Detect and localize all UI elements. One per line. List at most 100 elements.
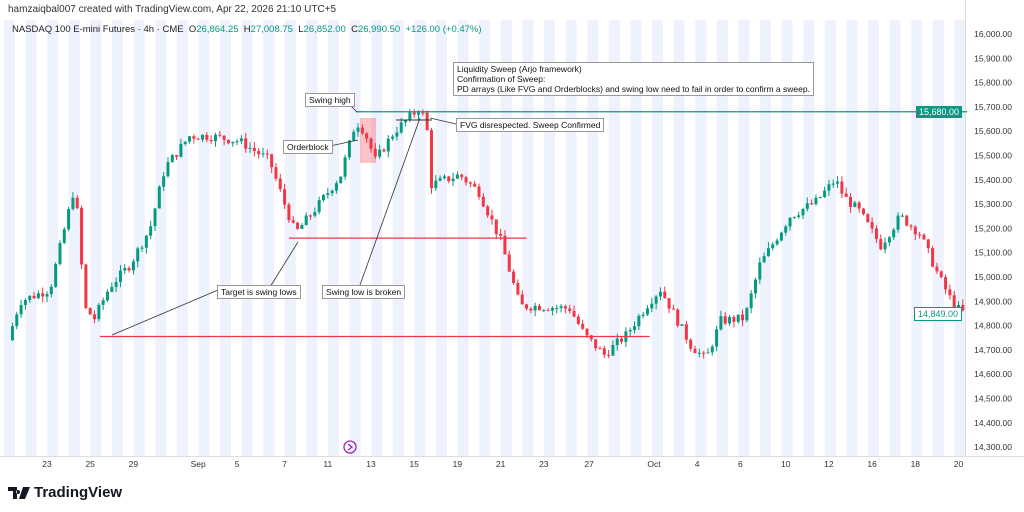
level-price-label: 15,680.00 bbox=[915, 106, 962, 118]
candle-body bbox=[607, 354, 611, 356]
session-band bbox=[954, 20, 966, 456]
y-tick-label: 14,700.00 bbox=[974, 345, 1012, 355]
candle-body bbox=[330, 190, 334, 194]
session-band bbox=[155, 20, 167, 456]
swing-low-broken-label[interactable]: Swing low is broken bbox=[322, 285, 406, 299]
candle-body bbox=[805, 203, 809, 209]
candle-body bbox=[326, 193, 330, 196]
x-tick-label: 16 bbox=[867, 459, 877, 469]
candle-body bbox=[67, 209, 71, 230]
candle-body bbox=[41, 293, 45, 297]
high-value: 27,008.75 bbox=[250, 24, 293, 35]
candle-body bbox=[827, 184, 831, 191]
y-tick-label: 15,700.00 bbox=[974, 102, 1012, 112]
candle-body bbox=[909, 225, 913, 227]
candle-body bbox=[546, 309, 550, 311]
note-line: Confirmation of Sweep: bbox=[457, 74, 546, 84]
candle-body bbox=[913, 226, 917, 235]
candle-body bbox=[926, 239, 930, 249]
session-band bbox=[587, 20, 599, 456]
candle-body bbox=[317, 200, 321, 212]
candle-body bbox=[542, 309, 546, 311]
candle-body bbox=[175, 155, 179, 157]
candle-body bbox=[412, 112, 416, 115]
candle-body bbox=[162, 176, 166, 187]
liquidity-sweep-note[interactable]: Liquidity Sweep (Arjo framework) Confirm… bbox=[453, 62, 814, 96]
session-band bbox=[824, 20, 836, 456]
candle-body bbox=[105, 291, 109, 301]
candle-body bbox=[948, 289, 952, 296]
candle-body bbox=[490, 215, 494, 220]
candle-body bbox=[581, 323, 585, 329]
candle-body bbox=[179, 143, 183, 157]
candle-body bbox=[771, 244, 775, 249]
candle-body bbox=[248, 147, 252, 149]
session-band bbox=[673, 20, 685, 456]
target-label[interactable]: Target is swing lows bbox=[217, 285, 301, 299]
candle-body bbox=[231, 141, 235, 144]
candle-body bbox=[45, 294, 49, 297]
candle-body bbox=[810, 203, 814, 205]
session-band bbox=[738, 20, 750, 456]
candle-body bbox=[10, 326, 14, 341]
candle-body bbox=[399, 122, 403, 133]
close-value: 26,990.50 bbox=[357, 24, 401, 35]
candle-body bbox=[715, 329, 719, 347]
candle-body bbox=[667, 298, 671, 309]
candle-body bbox=[404, 120, 408, 123]
tradingview-logo[interactable]: TradingView bbox=[8, 484, 122, 501]
candle-body bbox=[140, 247, 144, 249]
orderblock-zone bbox=[360, 118, 376, 163]
candle-body bbox=[710, 346, 714, 353]
candle-body bbox=[373, 148, 377, 157]
candle-body bbox=[831, 183, 835, 185]
candle-body bbox=[339, 176, 343, 184]
low-value: 26,852.00 bbox=[303, 24, 346, 35]
candle-body bbox=[650, 303, 654, 309]
x-tick-label: 13 bbox=[366, 459, 376, 469]
session-band bbox=[652, 20, 663, 456]
candle-body bbox=[386, 138, 390, 152]
candle-body bbox=[507, 254, 511, 272]
candle-body bbox=[615, 338, 619, 346]
x-tick-label: 7 bbox=[282, 459, 287, 469]
candle-body bbox=[296, 222, 300, 229]
y-tick-label: 14,900.00 bbox=[974, 296, 1012, 306]
candle-body bbox=[486, 206, 490, 216]
candle-body bbox=[334, 183, 338, 191]
y-tick-label: 14,300.00 bbox=[974, 442, 1012, 452]
candle-body bbox=[429, 130, 433, 189]
candle-body bbox=[36, 293, 40, 299]
candle-body bbox=[460, 174, 464, 178]
candle-body bbox=[343, 157, 347, 177]
orderblock-label[interactable]: Orderblock bbox=[283, 140, 333, 154]
fvg-label[interactable]: FVG disrespected. Sweep Confirmed bbox=[456, 118, 605, 132]
candle-body bbox=[235, 141, 239, 143]
candle-body bbox=[136, 248, 140, 262]
candle-body bbox=[118, 270, 122, 282]
chart-credit: hamzaiqbal007 created with TradingView.c… bbox=[8, 4, 337, 15]
session-band bbox=[932, 20, 944, 456]
candle-body bbox=[874, 228, 878, 239]
candle-body bbox=[144, 235, 148, 248]
session-band bbox=[911, 20, 923, 456]
candle-body bbox=[645, 308, 649, 315]
candle-body bbox=[473, 183, 477, 187]
candle-body bbox=[533, 305, 537, 311]
candle-body bbox=[23, 299, 27, 305]
session-band bbox=[760, 20, 771, 456]
candle-body bbox=[602, 348, 606, 355]
y-tick-label: 15,600.00 bbox=[974, 126, 1012, 136]
candle-body bbox=[935, 266, 939, 272]
candle-body bbox=[261, 153, 265, 155]
candle-body bbox=[54, 264, 58, 287]
y-tick-label: 15,200.00 bbox=[974, 223, 1012, 233]
candle-body bbox=[879, 238, 883, 250]
candle-body bbox=[378, 149, 382, 157]
candle-body bbox=[257, 151, 261, 155]
candle-body bbox=[779, 232, 783, 241]
session-band bbox=[176, 20, 188, 456]
swing-high-label[interactable]: Swing high bbox=[305, 93, 355, 107]
candle-body bbox=[896, 215, 900, 230]
